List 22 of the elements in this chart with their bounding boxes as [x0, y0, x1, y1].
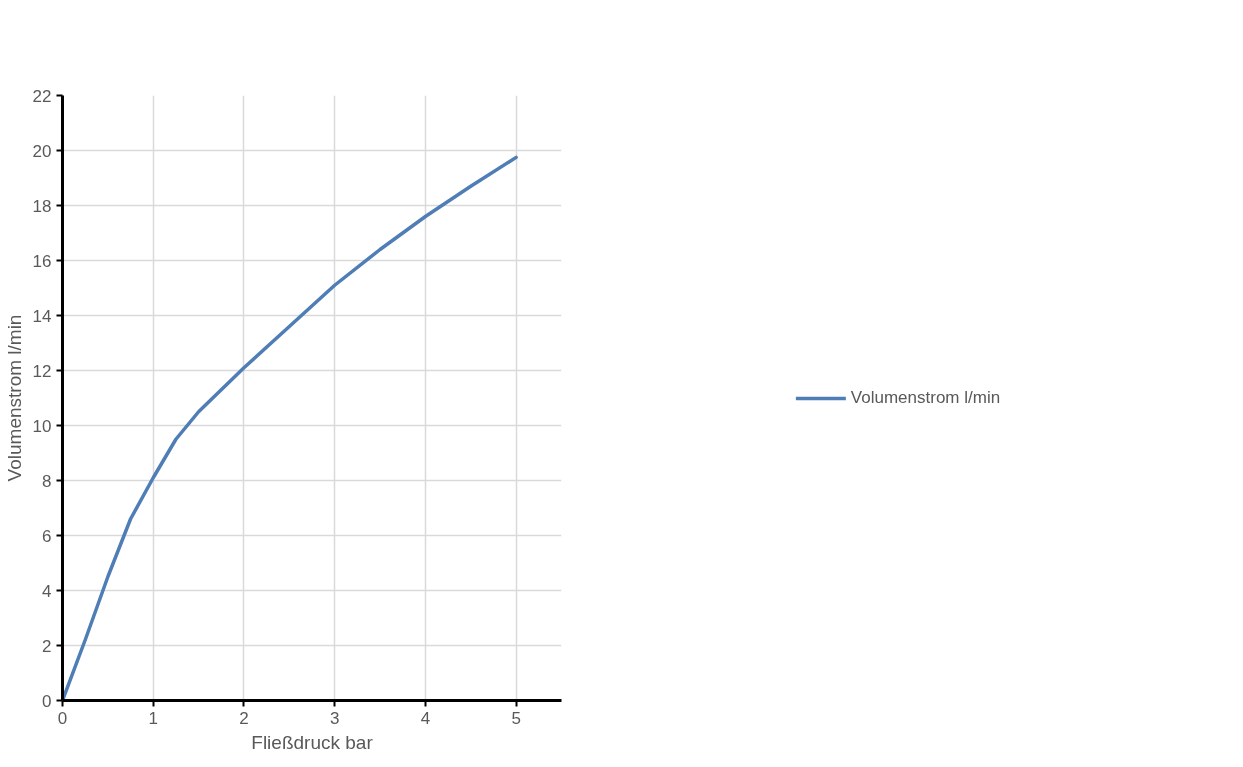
- x-tick-label: 0: [57, 708, 68, 728]
- y-tick-label: 8: [42, 471, 52, 491]
- x-tick-label: 5: [511, 708, 521, 728]
- y-tick-label: 0: [42, 691, 52, 711]
- x-tick-label: 3: [329, 708, 340, 728]
- y-tick-label: 10: [32, 416, 52, 436]
- x-tick-label: 2: [239, 708, 249, 728]
- y-tick-label: 6: [42, 526, 52, 546]
- y-tick-label: 20: [32, 141, 52, 161]
- y-tick-label: 12: [32, 361, 52, 381]
- x-tick-label: 1: [148, 708, 158, 728]
- legend-label: Volumenstrom l/min: [850, 387, 1001, 408]
- y-tick-label: 22: [32, 86, 52, 106]
- y-tick-label: 4: [42, 581, 52, 601]
- y-tick-label: 18: [32, 196, 52, 216]
- x-tick-label: 4: [420, 708, 431, 728]
- line-series: [62, 155, 518, 701]
- y-axis-title: Volumenstrom l/min: [3, 314, 25, 482]
- y-tick-label: 14: [32, 306, 52, 326]
- y-tick-label: 16: [32, 251, 52, 271]
- x-axis-title: Fließdruck bar: [251, 731, 374, 753]
- y-tick-label: 2: [42, 636, 52, 656]
